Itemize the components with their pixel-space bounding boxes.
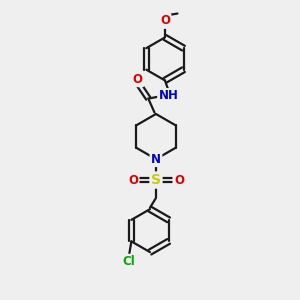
Text: Cl: Cl — [123, 255, 135, 268]
Text: S: S — [151, 173, 161, 187]
Text: N: N — [151, 153, 161, 166]
Text: NH: NH — [159, 89, 178, 103]
Text: O: O — [160, 14, 170, 28]
Text: O: O — [174, 173, 184, 187]
Text: O: O — [133, 73, 143, 86]
Text: O: O — [128, 173, 138, 187]
